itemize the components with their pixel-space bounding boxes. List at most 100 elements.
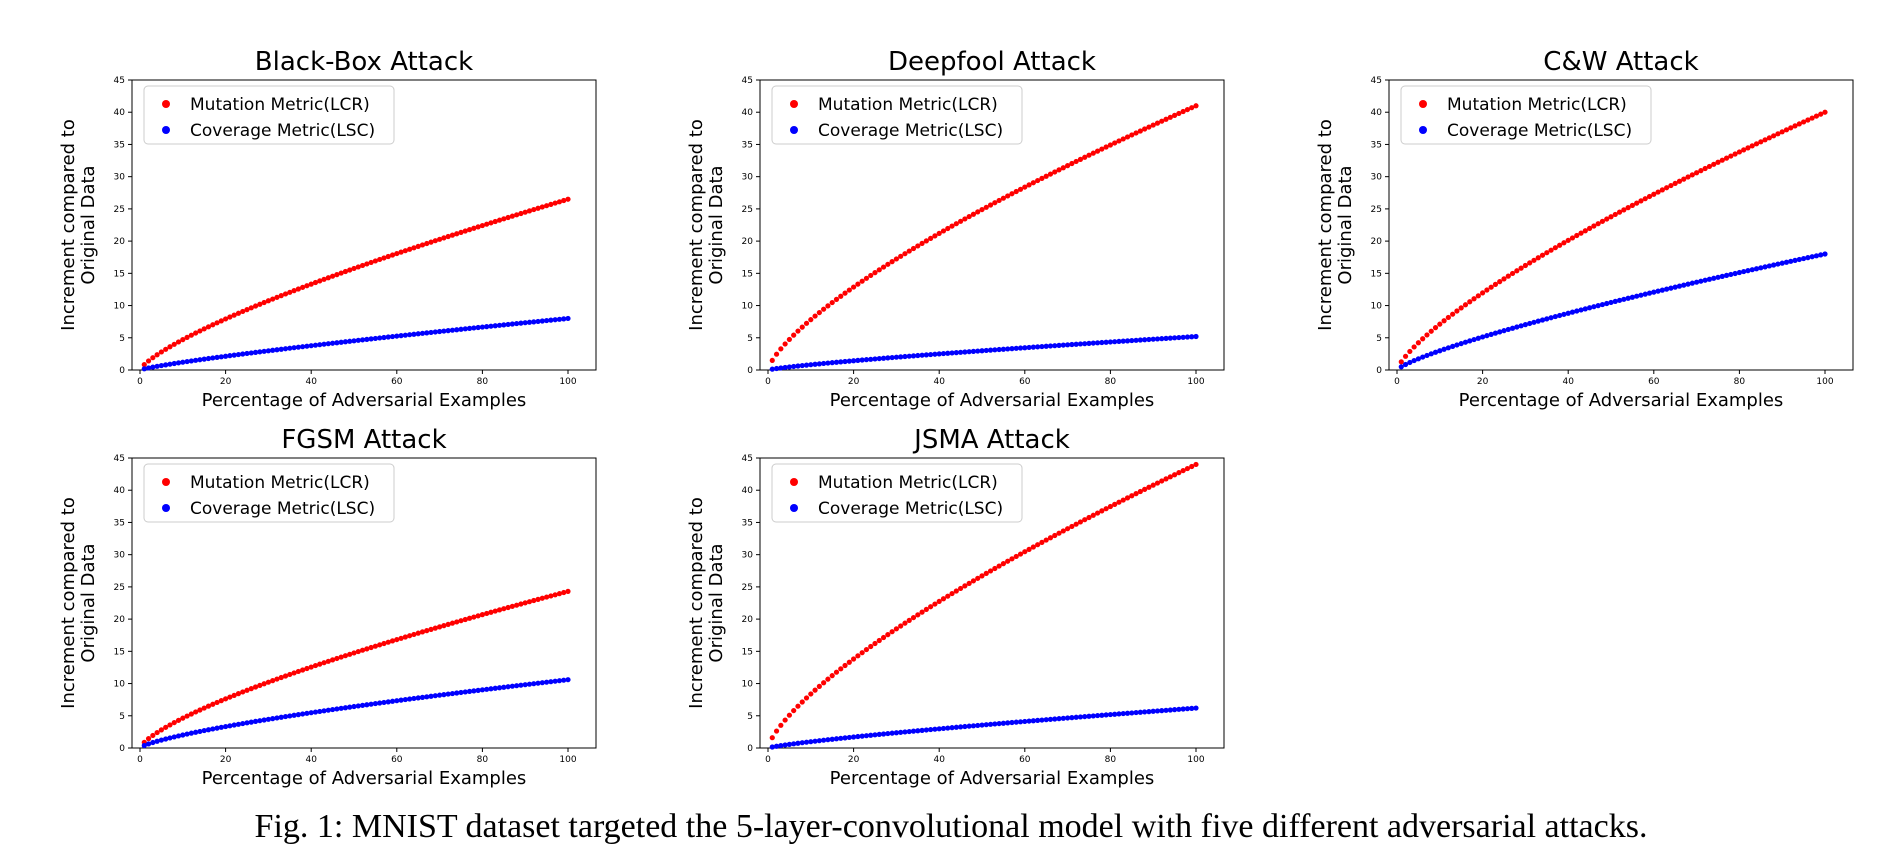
lcr-point: [235, 691, 242, 697]
lsc-point: [1047, 716, 1054, 722]
lcr-point: [428, 626, 434, 632]
lcr-point: [1441, 318, 1447, 324]
lsc-point: [1698, 278, 1704, 284]
lcr-point: [1689, 172, 1695, 178]
lcr-point: [1077, 156, 1084, 162]
lsc-point: [1411, 357, 1417, 364]
lcr-point: [505, 214, 511, 221]
lcr-point: [1009, 556, 1015, 562]
lcr-point: [240, 689, 246, 695]
lsc-point: [906, 728, 912, 735]
lcr-point: [1685, 174, 1691, 180]
lsc-point: [1150, 336, 1156, 342]
lsc-point: [1065, 342, 1071, 348]
x-tick-label: 60: [391, 377, 403, 387]
lcr-point: [1407, 348, 1413, 355]
lcr-point: [1017, 551, 1024, 557]
lsc-point: [141, 742, 147, 749]
lsc-point: [330, 706, 336, 713]
lcr-point: [953, 221, 959, 227]
lsc-point: [992, 347, 998, 353]
lcr-point: [868, 272, 874, 279]
lsc-point: [1026, 344, 1032, 351]
lsc-point: [454, 690, 460, 696]
lcr-point: [342, 653, 349, 659]
lcr-point: [509, 213, 515, 219]
legend-marker: [162, 100, 170, 108]
lcr-point: [205, 324, 212, 330]
lsc-point: [1775, 261, 1781, 267]
y-tick-label: 5: [1376, 334, 1382, 344]
lsc-point: [544, 679, 550, 685]
lsc-point: [1172, 335, 1178, 341]
lcr-point: [526, 208, 533, 214]
y-tick-label: 10: [114, 680, 126, 690]
lcr-point: [1176, 470, 1182, 476]
lsc-point: [1642, 291, 1648, 297]
lsc-point: [171, 734, 177, 740]
lsc-point: [223, 723, 229, 730]
lsc-point: [859, 733, 865, 739]
lsc-point: [910, 353, 917, 359]
lcr-point: [1398, 359, 1404, 365]
lcr-point: [556, 591, 563, 597]
lcr-point: [1758, 139, 1764, 145]
lcr-point: [201, 326, 207, 332]
lcr-point: [1039, 175, 1045, 181]
lcr-point: [906, 248, 912, 254]
lsc-point: [1154, 336, 1161, 342]
lsc-point: [252, 718, 259, 724]
y-axis-label-line-2: Original Data: [1335, 165, 1356, 284]
lcr-point: [214, 320, 220, 326]
lcr-point: [372, 258, 378, 264]
lcr-point: [812, 687, 818, 693]
lcr-point: [773, 728, 780, 734]
y-tick-label: 10: [742, 302, 754, 312]
lsc-point: [1625, 295, 1631, 301]
lcr-point: [274, 676, 280, 682]
lcr-point: [287, 671, 293, 678]
lcr-point: [795, 703, 801, 709]
lsc-point: [445, 691, 451, 697]
lsc-point: [919, 727, 925, 733]
lcr-point: [492, 608, 498, 614]
lcr-point: [188, 711, 194, 717]
axes-frame: [1388, 79, 1854, 371]
lsc-point: [312, 342, 319, 348]
lcr-point: [419, 242, 426, 248]
lsc-point: [565, 677, 571, 683]
y-tick-label: 45: [114, 76, 125, 86]
lsc-point: [415, 331, 421, 337]
lcr-point: [1116, 138, 1122, 144]
lsc-point: [317, 708, 323, 715]
lcr-point: [471, 614, 477, 620]
lcr-point: [1621, 207, 1627, 213]
y-tick-label: 15: [114, 269, 125, 279]
lsc-point: [932, 351, 938, 357]
lsc-point: [231, 722, 237, 728]
lsc-point: [1086, 340, 1092, 346]
legend-box: [143, 463, 395, 523]
lsc-point: [898, 354, 904, 360]
lcr-point: [150, 732, 156, 739]
lsc-point: [398, 333, 404, 339]
lcr-point: [1728, 153, 1734, 159]
lcr-point: [544, 203, 550, 209]
lsc-point: [338, 339, 344, 345]
lcr-point: [338, 270, 344, 276]
lcr-point: [855, 653, 861, 659]
lcr-point: [821, 680, 827, 686]
lcr-point: [1569, 235, 1576, 241]
lsc-point: [526, 319, 533, 325]
lcr-point: [475, 224, 481, 230]
lcr-point: [291, 288, 297, 294]
lsc-point: [342, 339, 349, 345]
lsc-point: [145, 741, 152, 747]
lcr-point: [932, 233, 938, 239]
lsc-point: [1638, 292, 1644, 298]
legend-box: [771, 463, 1023, 523]
lcr-point: [321, 276, 327, 282]
lsc-point: [505, 684, 511, 690]
lcr-point: [355, 648, 361, 655]
lsc-point: [1758, 265, 1764, 271]
